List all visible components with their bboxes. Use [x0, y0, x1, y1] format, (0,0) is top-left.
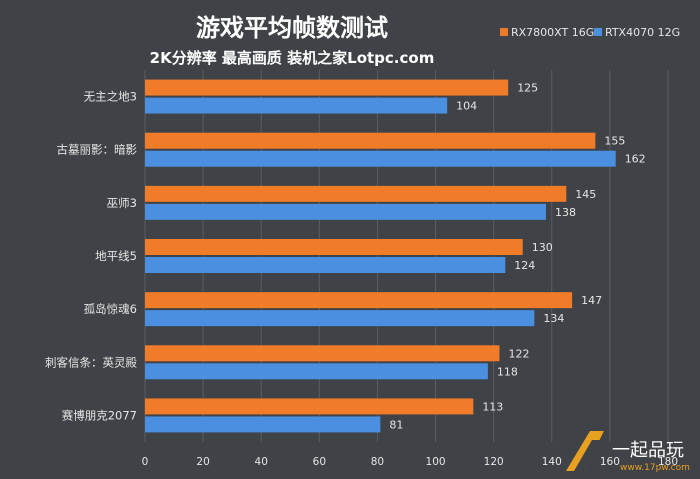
bar-rx7800xt	[145, 132, 596, 149]
bar-rtx4070	[145, 257, 506, 273]
category-label: 赛博朋克2077	[62, 408, 137, 422]
bar-rx7800xt	[145, 292, 573, 309]
x-tick-label: 120	[484, 456, 504, 468]
bar-rtx4070	[145, 150, 616, 167]
bar-rtx4070	[145, 310, 535, 327]
category-label: 孤岛惊魂6	[84, 302, 137, 316]
x-tick-label: 60	[313, 456, 326, 468]
legend: RX7800XT 16G RTX4070 12G	[500, 26, 680, 39]
x-tick-label: 0	[142, 456, 149, 468]
x-tick-label: 180	[658, 456, 678, 468]
category-label: 地平线5	[95, 249, 137, 263]
x-tick-label: 160	[600, 456, 620, 468]
data-label: 113	[482, 400, 503, 413]
data-label: 122	[508, 347, 529, 360]
bar-rx7800xt	[145, 185, 567, 202]
x-axis-ticks: 0 20 40 60 80 100 120 140 160 180	[142, 456, 678, 468]
data-label: 125	[517, 82, 538, 95]
x-tick-label: 80	[371, 456, 384, 468]
data-label: 118	[497, 365, 518, 378]
grid-lines	[144, 70, 669, 442]
watermark-url: www.17pw.com	[620, 463, 690, 473]
data-label: 124	[514, 259, 535, 272]
x-tick-label: 20	[196, 456, 209, 468]
data-label: 147	[581, 294, 602, 307]
bar-rx7800xt	[145, 79, 509, 96]
data-label: 162	[625, 153, 646, 166]
data-label: 81	[389, 418, 403, 431]
bar-rtx4070	[145, 203, 546, 220]
watermark: 一起品玩 www.17pw.com	[566, 431, 690, 473]
category-label: 刺客信条：英灵殿	[45, 355, 137, 369]
legend-label: RX7800XT 16G	[511, 26, 594, 39]
data-label: 134	[543, 312, 564, 325]
bar-rx7800xt	[145, 239, 523, 255]
watermark-site-name: 一起品玩	[612, 440, 684, 461]
chart-subtitle: 2K分辨率 最高画质 装机之家Lotpc.com	[150, 49, 435, 67]
chart-title: 游戏平均帧数测试	[196, 14, 388, 42]
watermark-logo-icon	[566, 431, 604, 471]
category-label: 古墓丽影：暗影	[57, 143, 138, 157]
bar-rx7800xt	[145, 345, 500, 362]
legend-label: RTX4070 12G	[605, 26, 680, 39]
data-label: 145	[575, 188, 596, 201]
x-tick-label: 140	[542, 456, 562, 468]
bar-rtx4070	[145, 363, 488, 380]
legend-swatch	[500, 28, 508, 36]
bar-rx7800xt	[145, 398, 474, 415]
x-tick-label: 40	[255, 456, 268, 468]
data-label: 138	[555, 206, 576, 219]
data-label: 104	[456, 100, 477, 113]
data-label: 155	[604, 135, 625, 148]
bar-rtx4070	[145, 97, 448, 114]
data-label: 130	[532, 241, 553, 254]
bar-rtx4070	[145, 416, 381, 433]
legend-swatch	[594, 28, 602, 36]
category-label: 无主之地3	[84, 90, 137, 104]
x-tick-label: 100	[426, 456, 446, 468]
category-label: 巫师3	[107, 196, 137, 210]
